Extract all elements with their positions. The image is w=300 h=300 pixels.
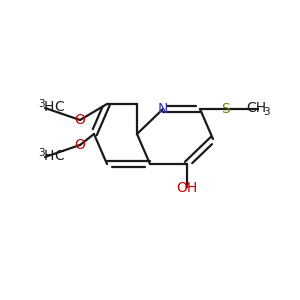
Text: 3: 3 [263,107,269,117]
Text: 3: 3 [38,99,44,109]
Text: O: O [75,113,86,127]
Text: CH: CH [246,101,266,115]
Text: OH: OH [176,181,198,195]
Text: H: H [44,100,54,114]
Text: C: C [54,149,64,163]
Text: O: O [75,138,86,152]
Text: 3: 3 [38,148,44,158]
Text: S: S [220,102,230,116]
Text: C: C [54,100,64,114]
Text: H: H [44,149,54,163]
Text: N: N [158,102,168,116]
